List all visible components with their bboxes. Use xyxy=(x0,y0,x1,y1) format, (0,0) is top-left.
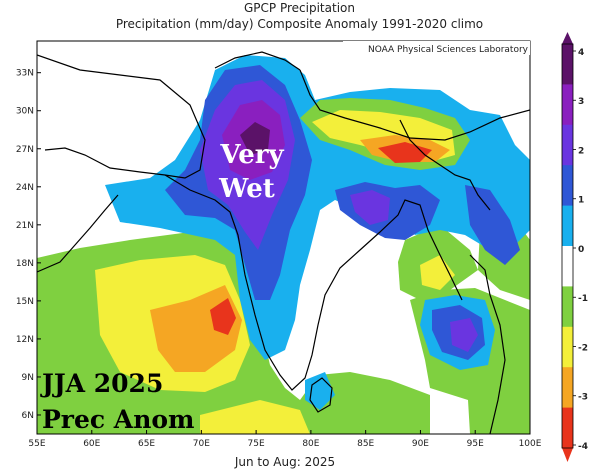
colorbar-label: 3 xyxy=(578,97,584,107)
lon-label: 55E xyxy=(28,439,45,449)
colorbar-segment xyxy=(562,367,573,409)
dry-red-west-coast xyxy=(210,298,236,335)
colorbar-outline xyxy=(561,43,574,449)
lon-label: 75E xyxy=(248,439,265,449)
longitude-axis: 55E 60E 65E 70E 75E 80E 85E 90E 95E 100E xyxy=(28,430,542,449)
colorbar-top-arrow xyxy=(562,32,573,44)
colorbar-segment xyxy=(562,246,573,287)
variable-label: Prec Anom xyxy=(42,405,195,434)
neutral-patch-1 xyxy=(320,228,360,268)
colorbar-segment xyxy=(562,84,573,126)
map-subtitle: Precipitation (mm/day) Composite Anomaly… xyxy=(115,17,484,31)
lat-label: 27N xyxy=(16,145,34,155)
colorbar-segment xyxy=(562,326,573,368)
colorbar-label: -2 xyxy=(578,343,588,353)
lon-label: 60E xyxy=(83,439,100,449)
lat-label: 9N xyxy=(22,373,34,383)
colorbar-label: 4 xyxy=(578,48,584,58)
lat-label: 24N xyxy=(16,183,34,193)
lon-label: 100E xyxy=(519,439,542,449)
colorbar-segment xyxy=(562,44,573,85)
lon-label: 90E xyxy=(412,439,429,449)
season-label: JJA 2025 xyxy=(40,369,163,398)
lat-label: 12N xyxy=(16,335,34,345)
dry-yellow-south xyxy=(200,400,310,434)
colorbar-label: -3 xyxy=(578,393,588,403)
colorbar-segment xyxy=(562,407,573,449)
anomaly-fields xyxy=(37,51,530,434)
colorbar-bottom-arrow xyxy=(562,448,573,462)
lon-label: 85E xyxy=(357,439,374,449)
lon-label: 70E xyxy=(193,439,210,449)
neutral-patch-2 xyxy=(350,275,395,322)
colorbar-segment xyxy=(562,124,573,166)
map-title: GPCP Precipitation xyxy=(244,1,355,15)
latitude-axis: 33N 30N 27N 24N 21N 18N 15N 12N 9N 6N xyxy=(16,69,41,421)
lon-label: 65E xyxy=(138,439,155,449)
lat-label: 21N xyxy=(16,221,34,231)
very-wet-label-line1: Very xyxy=(219,140,284,170)
wet-dark-purple-core xyxy=(240,122,270,155)
colorbar-label: 2 xyxy=(578,146,584,156)
very-wet-label-line2: Wet xyxy=(218,174,275,204)
wet-cyan-lanka xyxy=(305,372,335,410)
colorbar-label: 1 xyxy=(578,196,584,206)
lat-label: 15N xyxy=(16,297,34,307)
colorbar-label: -4 xyxy=(578,442,588,452)
lat-label: 33N xyxy=(16,69,34,79)
colorbar-segment xyxy=(562,165,573,207)
coastlines xyxy=(37,51,530,434)
period-label: Jun to Aug: 2025 xyxy=(234,455,336,469)
lat-label: 18N xyxy=(16,259,34,269)
colorbar: 4 3 2 1 0 -1 -2 -3 -4 xyxy=(561,32,588,462)
lat-label: 6N xyxy=(22,411,34,421)
dry-yellow-bay xyxy=(420,255,455,290)
colorbar-label: -1 xyxy=(578,294,588,304)
map-frame xyxy=(36,40,531,435)
lon-label: 95E xyxy=(467,439,484,449)
dry-himalaya-red xyxy=(378,142,432,163)
credit-text: NOAA Physical Sciences Laboratory xyxy=(368,45,529,55)
wet-violet-andaman xyxy=(450,318,478,352)
credit-box xyxy=(343,41,530,55)
lon-label: 80E xyxy=(302,439,319,449)
wet-violet-bay xyxy=(350,190,390,225)
wet-blue-myanmar xyxy=(465,185,520,265)
lat-label: 30N xyxy=(16,107,34,117)
colorbar-label: 0 xyxy=(578,245,584,255)
colorbar-segment xyxy=(562,286,573,328)
colorbar-segment xyxy=(562,205,573,247)
